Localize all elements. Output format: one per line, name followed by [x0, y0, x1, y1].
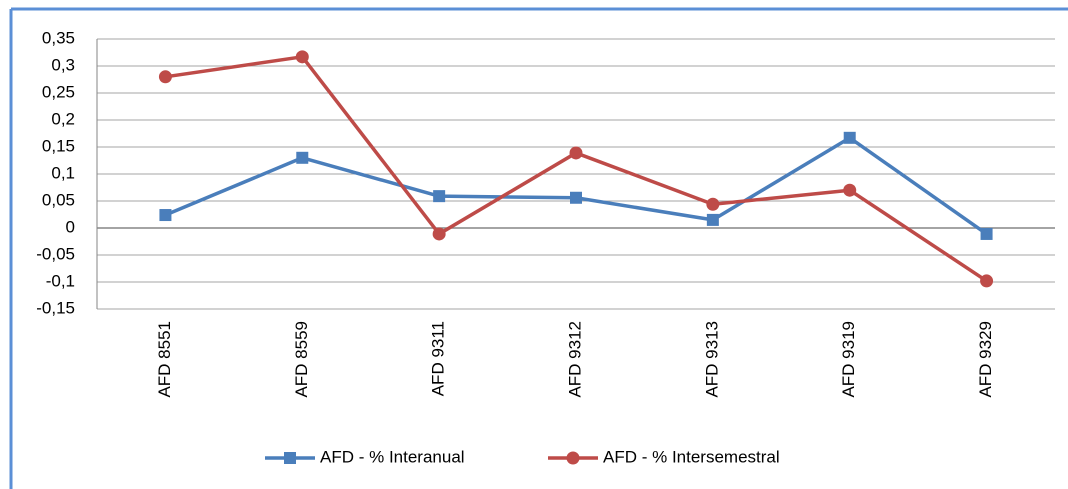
- x-tick-label: AFD 8559: [292, 321, 311, 398]
- legend-marker: [284, 452, 296, 464]
- marker: [980, 227, 993, 240]
- marker: [433, 190, 446, 203]
- marker: [843, 183, 857, 197]
- x-tick-label: AFD 9312: [565, 321, 584, 398]
- y-tick-label: 0: [66, 217, 75, 236]
- y-tick-label: -0,1: [46, 271, 75, 290]
- legend-marker: [566, 451, 580, 465]
- x-tick-label: AFD 9313: [702, 321, 721, 398]
- marker: [843, 131, 856, 144]
- y-tick-label: 0,3: [51, 55, 75, 74]
- marker: [158, 70, 172, 84]
- x-tick-label: AFD 8551: [155, 321, 174, 398]
- x-tick-label: AFD 9319: [839, 321, 858, 398]
- legend-label: AFD - % Interanual: [320, 447, 465, 466]
- marker: [706, 197, 720, 211]
- x-tick-label: AFD 9311: [429, 321, 448, 396]
- x-tick-label: AFD 9329: [976, 321, 995, 398]
- y-tick-label: 0,15: [42, 136, 75, 155]
- y-tick-label: 0,1: [51, 163, 75, 182]
- marker: [570, 191, 582, 204]
- y-tick-label: 0,35: [42, 28, 75, 47]
- marker: [980, 274, 994, 288]
- marker: [295, 50, 309, 64]
- marker: [296, 151, 309, 164]
- y-tick-label: 0,2: [51, 109, 75, 128]
- y-tick-label: -0,15: [36, 298, 75, 317]
- marker: [432, 227, 446, 241]
- marker: [159, 209, 172, 222]
- marker: [706, 213, 719, 226]
- y-tick-label: 0,05: [42, 190, 75, 209]
- y-tick-label: -0,05: [36, 244, 75, 263]
- y-tick-label: 0,25: [42, 82, 75, 101]
- legend-label: AFD - % Intersemestral: [603, 447, 780, 466]
- marker: [569, 146, 583, 160]
